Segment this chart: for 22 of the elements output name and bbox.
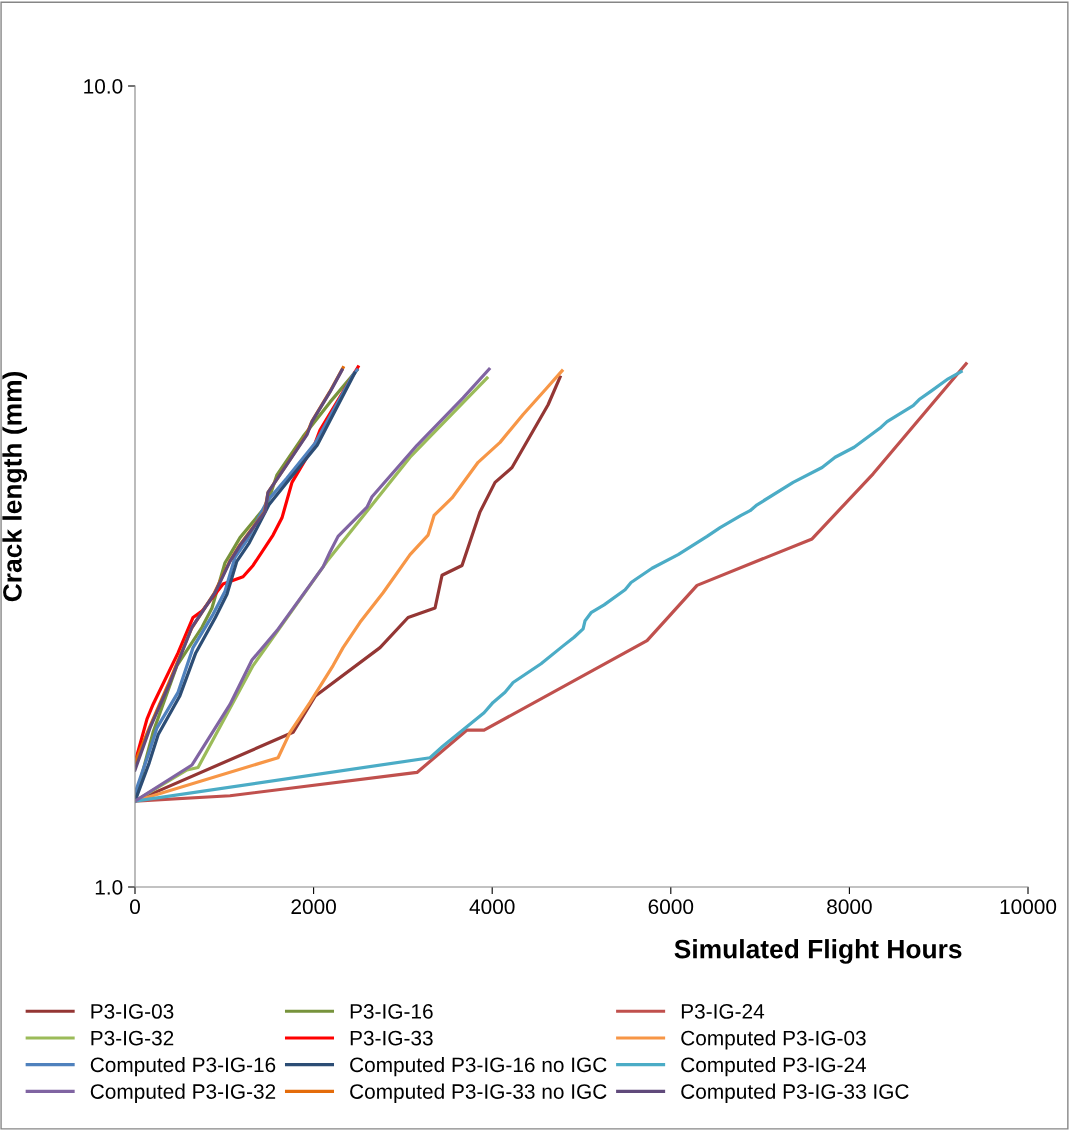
x-axis-title: Simulated Flight Hours [674, 939, 962, 964]
legend-label: Computed P3-IG-03 [681, 1030, 866, 1050]
y-tick-label: 10.0 [84, 79, 123, 94]
x-tick-label: 4000 [469, 899, 515, 915]
x-tick-label: 6000 [648, 899, 694, 915]
x-tick-label: 0 [130, 899, 140, 915]
y-tick-label: 1.0 [95, 880, 123, 895]
legend-label: Computed P3-IG-32 [90, 1083, 276, 1104]
legend-label: P3-IG-24 [681, 1004, 765, 1019]
legend-label: Computed P3-IG-24 [681, 1056, 867, 1077]
legend-label: Computed P3-IG-33 IGC [681, 1083, 909, 1104]
x-tick-label: 10000 [1000, 899, 1057, 915]
y-axis-title: Crack length (mm) [2, 371, 28, 602]
legend-label: P3-IG-33 [350, 1030, 433, 1046]
x-tick-label: 8000 [827, 899, 872, 915]
legend-label: Computed P3-IG-16 no IGC [350, 1056, 607, 1077]
legend-label: Computed P3-IG-16 [90, 1056, 276, 1077]
legend-label: Computed P3-IG-33 no IGC [350, 1083, 607, 1104]
legend-label: P3-IG-32 [91, 1030, 174, 1046]
x-tick-label: 2000 [291, 899, 336, 915]
legend-label: P3-IG-03 [91, 1004, 174, 1019]
legend-label: P3-IG-16 [350, 1004, 433, 1019]
